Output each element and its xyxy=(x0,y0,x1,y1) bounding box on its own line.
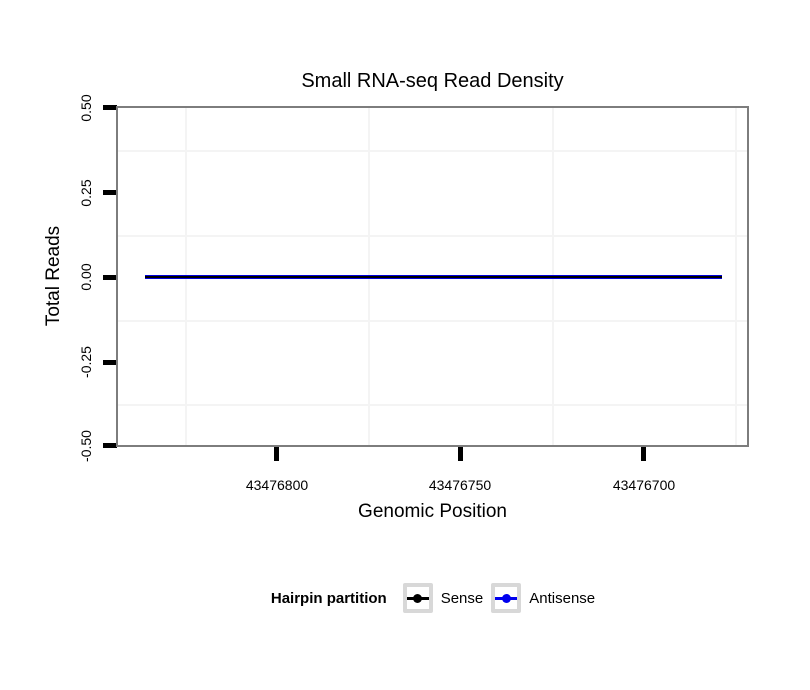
minor-gridline-horizontal xyxy=(118,235,747,237)
x-tick-mark xyxy=(641,447,646,461)
point-swatch-icon xyxy=(413,593,423,603)
y-tick-mark xyxy=(103,443,117,448)
x-tick-mark xyxy=(458,447,463,461)
legend-label-antisense: Antisense xyxy=(529,589,596,607)
legend-key-sense xyxy=(402,583,433,613)
x-tick-label: 43476800 xyxy=(245,477,309,493)
y-tick-label: 0.25 xyxy=(78,179,94,207)
x-tick-label: 43476750 xyxy=(428,477,492,493)
y-tick-label: -0.50 xyxy=(78,430,94,462)
y-axis-title: Total Reads xyxy=(43,225,64,327)
series-line-antisense xyxy=(145,275,722,279)
legend-title: Hairpin partition xyxy=(270,589,387,607)
legend-key-antisense xyxy=(491,583,522,613)
minor-gridline-horizontal xyxy=(118,404,747,406)
legend: Hairpin partition Sense Antisense xyxy=(28,581,810,615)
y-tick-label: -0.25 xyxy=(78,346,94,378)
minor-gridline-vertical xyxy=(735,108,737,445)
x-tick-label: 43476700 xyxy=(612,477,676,493)
x-axis-title: Genomic Position xyxy=(358,501,507,522)
point-swatch-icon xyxy=(501,593,511,603)
series-line-sense xyxy=(145,276,722,278)
plot-panel xyxy=(116,106,749,447)
y-tick-mark xyxy=(103,275,117,280)
minor-gridline-horizontal xyxy=(118,320,747,322)
x-tick-mark xyxy=(274,447,279,461)
minor-gridline-horizontal xyxy=(118,150,747,152)
y-tick-label: 0.00 xyxy=(78,263,94,291)
y-tick-mark xyxy=(103,105,117,110)
y-tick-label: 0.50 xyxy=(78,94,94,122)
chart-title: Small RNA-seq Read Density xyxy=(301,70,564,92)
legend-label-sense: Sense xyxy=(440,589,484,607)
y-tick-mark xyxy=(103,360,117,365)
y-tick-mark xyxy=(103,190,117,195)
